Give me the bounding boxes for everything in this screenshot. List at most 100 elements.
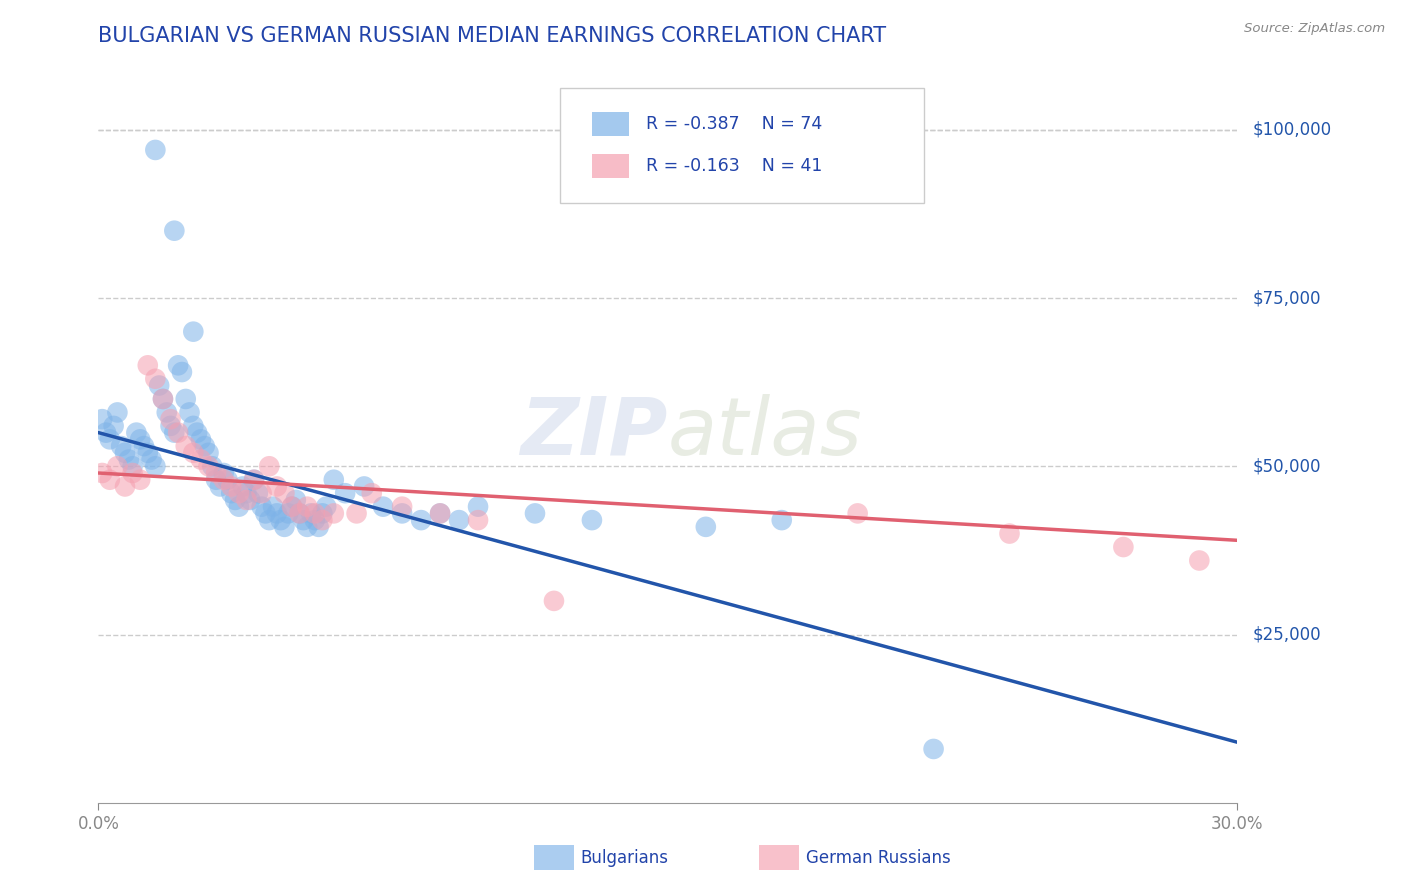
Text: Source: ZipAtlas.com: Source: ZipAtlas.com bbox=[1244, 22, 1385, 36]
Point bbox=[299, 507, 322, 521]
Point bbox=[232, 479, 254, 493]
Point bbox=[304, 513, 326, 527]
Point bbox=[353, 479, 375, 493]
Point bbox=[197, 459, 219, 474]
Point bbox=[266, 507, 288, 521]
Point bbox=[121, 466, 143, 480]
Point bbox=[208, 479, 231, 493]
Point bbox=[141, 452, 163, 467]
Point bbox=[94, 425, 117, 440]
Point bbox=[125, 425, 148, 440]
Point bbox=[304, 507, 326, 521]
Point bbox=[183, 446, 205, 460]
Point bbox=[449, 513, 471, 527]
Point bbox=[163, 224, 186, 238]
Text: German Russians: German Russians bbox=[806, 849, 950, 867]
Text: $100,000: $100,000 bbox=[1253, 120, 1331, 139]
Point bbox=[98, 473, 121, 487]
Point bbox=[235, 486, 257, 500]
Point bbox=[183, 325, 205, 339]
Point bbox=[243, 473, 266, 487]
Point bbox=[391, 500, 413, 514]
Point bbox=[221, 486, 243, 500]
FancyBboxPatch shape bbox=[560, 88, 924, 203]
Point bbox=[224, 492, 246, 507]
Text: R = -0.163    N = 41: R = -0.163 N = 41 bbox=[647, 157, 823, 175]
Point bbox=[371, 500, 394, 514]
Point bbox=[266, 479, 288, 493]
Point bbox=[429, 507, 451, 521]
Point bbox=[297, 500, 319, 514]
FancyBboxPatch shape bbox=[592, 154, 628, 178]
Text: $25,000: $25,000 bbox=[1253, 625, 1322, 643]
Point bbox=[335, 486, 357, 500]
Point bbox=[205, 473, 228, 487]
Point bbox=[136, 446, 159, 460]
Point bbox=[277, 507, 299, 521]
Point bbox=[167, 359, 190, 373]
Point bbox=[581, 513, 603, 527]
Point bbox=[281, 500, 304, 514]
Point bbox=[183, 418, 205, 433]
Point bbox=[524, 507, 547, 521]
Text: BULGARIAN VS GERMAN RUSSIAN MEDIAN EARNINGS CORRELATION CHART: BULGARIAN VS GERMAN RUSSIAN MEDIAN EARNI… bbox=[98, 26, 887, 45]
Point bbox=[322, 507, 344, 521]
Point bbox=[186, 425, 208, 440]
Point bbox=[152, 392, 174, 406]
Point bbox=[114, 479, 136, 493]
Point bbox=[259, 513, 281, 527]
Point bbox=[110, 439, 132, 453]
Point bbox=[467, 500, 489, 514]
Point bbox=[281, 500, 304, 514]
Point bbox=[284, 492, 307, 507]
Point bbox=[221, 479, 243, 493]
Point bbox=[91, 412, 114, 426]
Point bbox=[201, 459, 224, 474]
Point bbox=[163, 425, 186, 440]
Point bbox=[467, 513, 489, 527]
Point bbox=[273, 486, 295, 500]
Point bbox=[254, 507, 277, 521]
Text: $75,000: $75,000 bbox=[1253, 289, 1322, 307]
Point bbox=[174, 392, 197, 406]
Point bbox=[145, 372, 167, 386]
FancyBboxPatch shape bbox=[592, 112, 628, 136]
Point bbox=[1112, 540, 1135, 554]
Point bbox=[129, 433, 152, 447]
Point bbox=[156, 405, 179, 419]
Point bbox=[114, 446, 136, 460]
Point bbox=[190, 452, 212, 467]
Point bbox=[179, 405, 201, 419]
Point bbox=[543, 594, 565, 608]
Point bbox=[308, 520, 330, 534]
Point bbox=[322, 473, 344, 487]
Point bbox=[107, 459, 129, 474]
Point bbox=[205, 466, 228, 480]
Point bbox=[770, 513, 793, 527]
Point bbox=[212, 473, 235, 487]
Point bbox=[288, 507, 311, 521]
Point bbox=[315, 500, 337, 514]
Point bbox=[170, 365, 193, 379]
Point bbox=[167, 425, 190, 440]
Point bbox=[846, 507, 869, 521]
Point bbox=[273, 520, 295, 534]
Point bbox=[391, 507, 413, 521]
Point bbox=[91, 466, 114, 480]
Point bbox=[107, 405, 129, 419]
Point bbox=[243, 473, 266, 487]
Text: Bulgarians: Bulgarians bbox=[581, 849, 669, 867]
Point bbox=[228, 500, 250, 514]
Point bbox=[98, 433, 121, 447]
Point bbox=[360, 486, 382, 500]
Point bbox=[159, 412, 181, 426]
Point bbox=[922, 742, 945, 756]
Point bbox=[250, 486, 273, 500]
Point bbox=[1188, 553, 1211, 567]
Point bbox=[121, 459, 143, 474]
Point bbox=[197, 446, 219, 460]
Point bbox=[998, 526, 1021, 541]
Point bbox=[129, 473, 152, 487]
Point bbox=[118, 452, 141, 467]
Point bbox=[235, 492, 257, 507]
